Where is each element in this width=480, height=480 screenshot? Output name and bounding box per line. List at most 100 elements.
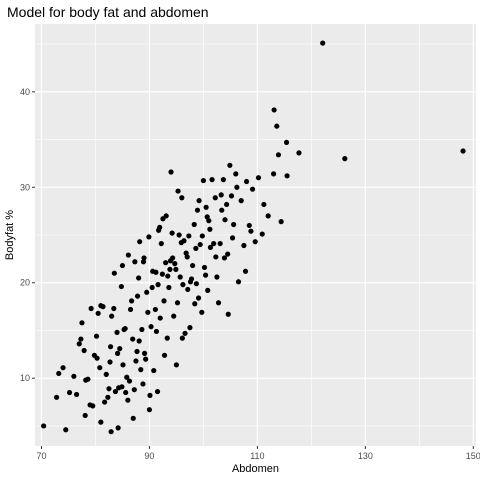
data-point [249, 186, 256, 192]
data-point [161, 298, 167, 304]
data-point [155, 282, 161, 288]
data-point [255, 175, 262, 181]
data-point [284, 173, 290, 179]
data-point [115, 425, 121, 431]
data-point [202, 272, 209, 278]
data-point [242, 268, 249, 274]
data-point [161, 352, 168, 358]
data-point [211, 240, 217, 247]
data-point [106, 386, 112, 392]
data-point [228, 193, 235, 199]
data-point [229, 235, 236, 241]
x-tick-label: 90 [144, 451, 154, 461]
data-point [213, 254, 219, 260]
data-point [265, 213, 271, 219]
data-point [53, 394, 60, 400]
data-point [82, 412, 88, 419]
data-point [214, 274, 220, 280]
data-point [132, 259, 138, 265]
data-point [252, 239, 258, 245]
data-point [133, 358, 139, 364]
data-point [145, 309, 151, 315]
data-point [219, 207, 225, 213]
data-point [207, 244, 214, 251]
data-point [246, 222, 252, 229]
data-point [129, 298, 135, 304]
data-point [220, 177, 226, 183]
data-point [212, 195, 218, 201]
data-point [187, 325, 193, 331]
data-point [147, 392, 153, 398]
data-point [197, 241, 203, 248]
data-point [127, 306, 134, 313]
data-point [204, 214, 210, 220]
data-point [182, 330, 188, 336]
data-point [174, 300, 181, 306]
data-point [111, 270, 117, 276]
data-point [158, 240, 164, 247]
data-point [166, 284, 172, 291]
data-point [205, 287, 211, 293]
data-point [63, 427, 69, 433]
data-point [153, 269, 159, 275]
data-point [140, 381, 146, 387]
data-point [169, 230, 175, 236]
data-point [231, 221, 237, 228]
data-point [196, 198, 202, 204]
data-point [168, 169, 174, 175]
data-point [275, 152, 282, 158]
data-point [141, 350, 148, 356]
data-point [137, 239, 143, 245]
data-point [144, 289, 150, 295]
data-point [78, 336, 84, 342]
data-point [146, 407, 153, 413]
data-point [163, 260, 169, 266]
data-point [225, 251, 231, 257]
data-point [143, 356, 149, 362]
data-point [139, 326, 145, 333]
data-point [109, 313, 115, 319]
data-point [178, 240, 184, 246]
data-point [76, 341, 82, 347]
data-point [201, 264, 208, 271]
data-point [56, 370, 62, 377]
data-point [98, 419, 104, 425]
data-point [200, 177, 207, 184]
data-point [159, 271, 165, 277]
data-point [185, 286, 191, 293]
data-point [91, 352, 97, 358]
data-point [154, 388, 161, 395]
data-point [192, 301, 198, 307]
data-point [149, 284, 155, 291]
data-point [173, 266, 179, 272]
data-point [107, 359, 113, 365]
data-point [114, 329, 120, 335]
data-point [460, 148, 466, 154]
data-point [165, 273, 171, 279]
data-point [134, 293, 141, 299]
data-point [117, 346, 123, 352]
y-tick-label: 30 [20, 182, 30, 192]
data-point [93, 333, 100, 339]
data-point [215, 300, 222, 306]
data-point [180, 282, 186, 288]
data-point [278, 219, 284, 225]
y-tick-label: 10 [20, 373, 30, 383]
data-point [217, 240, 223, 247]
data-point [199, 309, 205, 315]
data-point [152, 306, 158, 313]
data-point [221, 255, 228, 261]
data-point [173, 362, 180, 368]
data-point [90, 403, 96, 409]
data-point [120, 362, 126, 368]
data-point [234, 184, 240, 190]
data-point [123, 389, 129, 396]
data-point [342, 156, 348, 162]
data-point [111, 305, 117, 312]
data-point [131, 387, 137, 393]
data-point [167, 266, 173, 272]
data-point [85, 376, 91, 382]
data-point [176, 232, 182, 238]
data-point [146, 234, 152, 240]
x-tick-label: 110 [250, 451, 264, 461]
